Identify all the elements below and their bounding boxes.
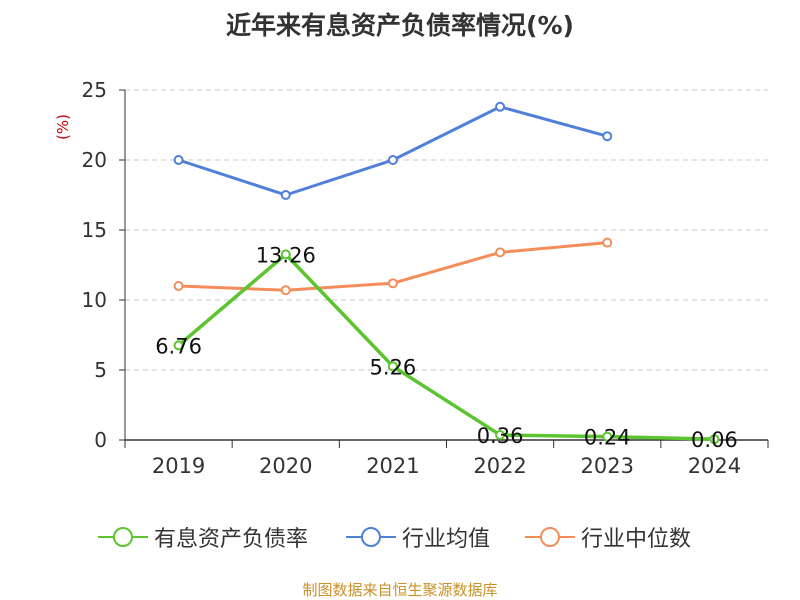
data-label: 0.06 xyxy=(691,428,738,452)
legend-item-industry-mean[interactable]: 行业均值 xyxy=(346,519,490,555)
x-tick-label: 2021 xyxy=(366,454,419,478)
data-label: 13.26 xyxy=(256,243,316,267)
chart-title: 近年来有息资产负债率情况(%) xyxy=(226,11,574,40)
data-point xyxy=(280,190,291,200)
x-tick-label: 2019 xyxy=(152,454,205,478)
legend-swatch-icon xyxy=(525,519,575,555)
data-label: 5.26 xyxy=(370,355,417,379)
data-point xyxy=(280,285,291,296)
legend-label: 行业均值 xyxy=(402,527,491,552)
data-point xyxy=(387,155,398,165)
y-axis-label: (%) xyxy=(54,114,72,140)
data-label: 0.36 xyxy=(477,424,524,448)
legend-swatch-icon xyxy=(98,519,148,555)
y-tick-label: 15 xyxy=(82,218,107,242)
x-tick-label: 2023 xyxy=(581,454,634,478)
data-label: 0.24 xyxy=(584,426,631,450)
data-point xyxy=(495,429,506,440)
data-labels: 6.76 13.26 5.26 0.36 0.24 0.06 xyxy=(155,243,738,452)
series-lines xyxy=(173,101,720,445)
axes: 0 5 10 15 20 25 (%) 2019 2020 2021 2022 2023 2024 xyxy=(54,78,769,478)
data-point xyxy=(387,361,398,372)
series-line xyxy=(177,105,609,197)
data-point xyxy=(495,247,506,258)
legend-item-industry-median[interactable]: 行业中位数 xyxy=(525,519,691,555)
x-tick-label: 2024 xyxy=(688,454,741,478)
x-tick-label: 2022 xyxy=(473,454,526,478)
series-line xyxy=(176,252,717,441)
data-point xyxy=(280,249,291,260)
data-point xyxy=(173,155,184,165)
y-tick-label: 20 xyxy=(82,148,107,172)
data-label: 6.76 xyxy=(155,334,202,358)
legend-item-interest-debt-ratio[interactable]: 有息资产负债率 xyxy=(98,519,308,555)
y-tick-label: 10 xyxy=(82,288,107,312)
legend-label: 有息资产负债率 xyxy=(154,527,309,552)
data-point xyxy=(602,237,613,248)
data-point xyxy=(173,281,184,291)
legend-label: 行业中位数 xyxy=(581,527,692,552)
grid-lines xyxy=(125,89,768,371)
y-tick-label: 0 xyxy=(94,428,107,452)
legend: 有息资产负债率 行业均值 行业中位数 xyxy=(0,519,800,555)
y-tick-label: 25 xyxy=(82,78,107,102)
data-point xyxy=(495,101,506,112)
x-tick-label: 2020 xyxy=(259,454,312,478)
data-point xyxy=(602,431,613,442)
y-tick-label: 5 xyxy=(94,358,107,382)
data-point xyxy=(709,434,720,445)
source-note: 制图数据来自恒生聚源数据库 xyxy=(302,581,498,599)
data-point xyxy=(173,340,184,351)
legend-swatch-icon xyxy=(346,519,396,555)
data-point xyxy=(387,278,398,289)
data-point xyxy=(602,131,613,142)
